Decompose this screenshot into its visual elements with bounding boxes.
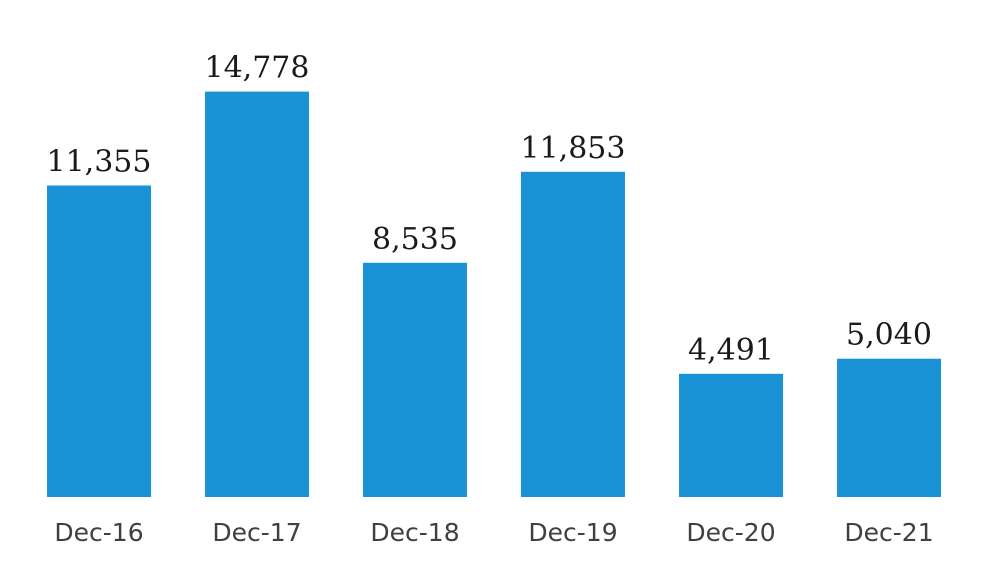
category-label-dec-17: Dec-17	[212, 518, 301, 547]
bar-dec-17	[205, 91, 309, 497]
bar-dec-20	[679, 373, 783, 497]
value-label-dec-18: 8,535	[372, 222, 458, 257]
value-label-dec-17: 14,778	[205, 51, 310, 86]
bar-dec-18	[363, 262, 467, 497]
category-label-dec-19: Dec-19	[528, 518, 617, 547]
bars-group	[47, 91, 941, 498]
category-label-dec-16: Dec-16	[54, 518, 143, 547]
value-labels-group: 11,355 14,778 8,535 11,853 4,491 5,040	[47, 51, 932, 368]
category-label-dec-20: Dec-20	[686, 518, 775, 547]
value-label-dec-21: 5,040	[846, 318, 932, 353]
bar-dec-16	[47, 185, 151, 497]
value-label-dec-20: 4,491	[688, 333, 774, 368]
value-label-dec-19: 11,853	[521, 131, 626, 166]
bar-dec-19	[521, 171, 625, 498]
value-label-dec-16: 11,355	[47, 145, 152, 180]
category-labels-group: Dec-16 Dec-17 Dec-18 Dec-19 Dec-20 Dec-21	[54, 518, 933, 547]
category-label-dec-21: Dec-21	[844, 518, 933, 547]
category-label-dec-18: Dec-18	[370, 518, 459, 547]
bar-dec-21	[837, 358, 941, 497]
